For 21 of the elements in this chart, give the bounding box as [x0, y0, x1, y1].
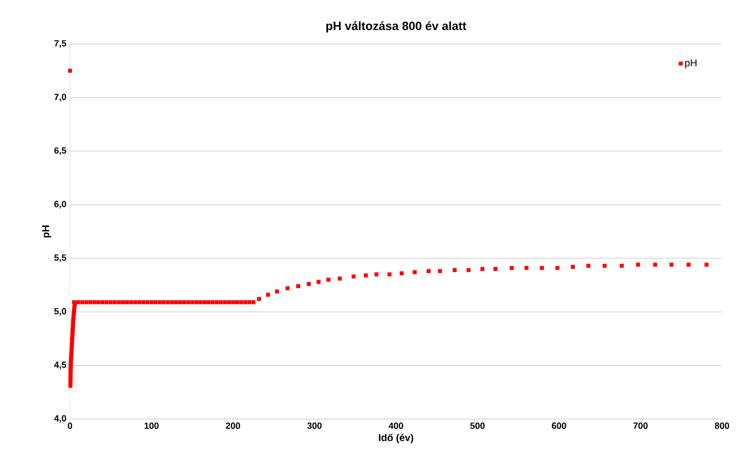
x-tick-label: 800 — [714, 422, 730, 429]
legend-label: pH — [685, 59, 696, 68]
y-tick-label: 7,0 — [54, 94, 66, 102]
x-tick-label: 300 — [307, 422, 322, 429]
y-tick-label: 7,5 — [54, 40, 66, 48]
y-tick-label: 6,5 — [54, 147, 66, 155]
y-tick-label: 5,0 — [54, 308, 66, 316]
x-tick-label: 200 — [226, 422, 240, 429]
x-tick-label: 700 — [633, 422, 648, 429]
x-tick-label: 400 — [388, 422, 404, 429]
chart-title: pH változása 800 év alatt — [326, 21, 466, 33]
y-tick-label: 6,0 — [54, 200, 66, 209]
y-tick-label: 5,5 — [54, 254, 66, 262]
x-tick-label: 0 — [68, 422, 72, 429]
y-tick-label: 4,0 — [54, 415, 66, 423]
x-tick-label: 100 — [144, 422, 159, 429]
y-tick-label: 4,5 — [54, 362, 66, 370]
x-axis-title: Idő (év) — [378, 434, 414, 444]
y-axis-title: pH — [42, 226, 52, 238]
x-tick-label: 500 — [470, 422, 485, 429]
x-tick-label: 600 — [552, 422, 566, 429]
